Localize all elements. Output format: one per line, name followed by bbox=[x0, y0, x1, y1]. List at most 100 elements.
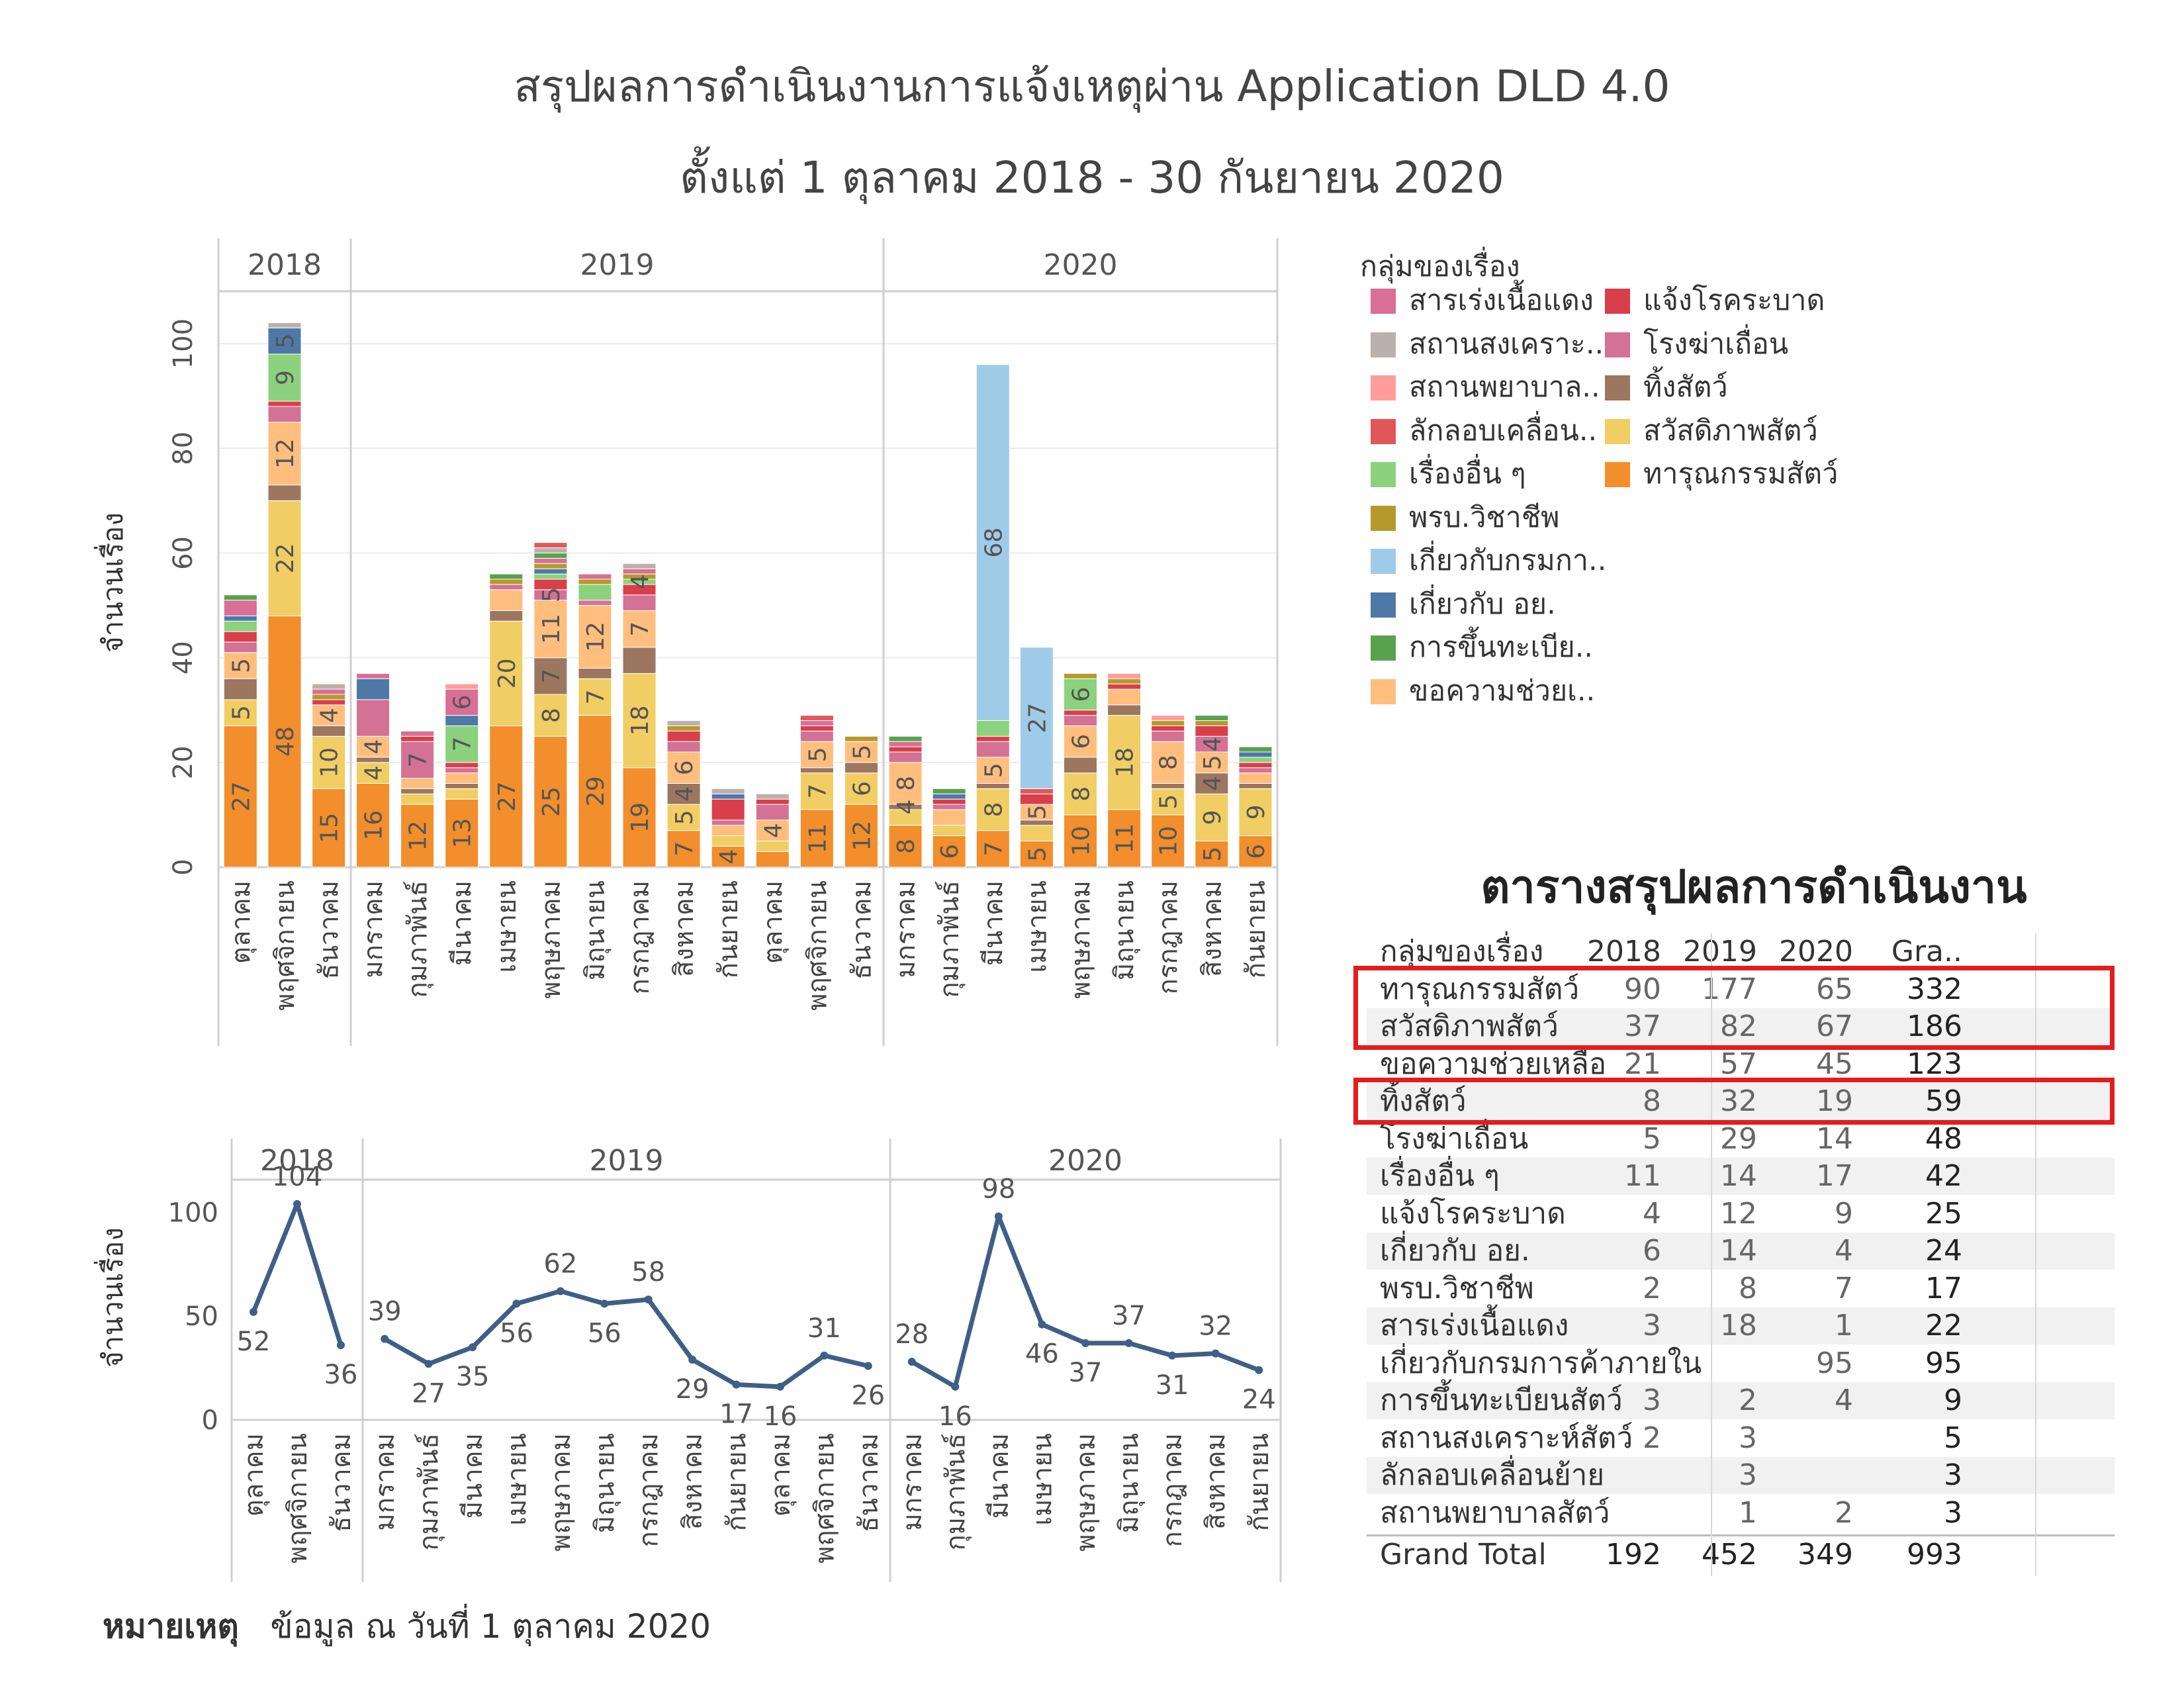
bar-segment bbox=[622, 767, 657, 868]
line-point-label: 31 bbox=[807, 1313, 841, 1344]
table-cell-value: 67 bbox=[1816, 1009, 1853, 1043]
bar-segment bbox=[400, 730, 435, 737]
segment-value-label: 9 bbox=[272, 370, 299, 385]
bar-segment bbox=[223, 600, 257, 616]
bar-segment bbox=[489, 579, 523, 585]
segment-value-label: 4 bbox=[316, 708, 343, 723]
line-point-label: 27 bbox=[412, 1378, 445, 1409]
line-point bbox=[469, 1343, 477, 1352]
table-cell-value: 3 bbox=[1643, 1383, 1661, 1417]
bar-segment bbox=[312, 699, 346, 706]
table-cell-value: 1 bbox=[1835, 1309, 1853, 1342]
segment-value-label: 6 bbox=[449, 694, 477, 710]
segment-value-label: 4 bbox=[1199, 737, 1226, 752]
line-point-label: 52 bbox=[237, 1327, 271, 1357]
segment-value-label: 10 bbox=[1156, 826, 1183, 857]
bar-segment bbox=[976, 720, 1010, 737]
bar-segment bbox=[711, 820, 745, 826]
segment-value-label: 22 bbox=[272, 543, 299, 573]
bar-segment bbox=[799, 767, 834, 774]
line-month-label: กรกฎาคม bbox=[1158, 1433, 1188, 1547]
line-year-header: 2019 bbox=[590, 1144, 664, 1178]
line-y-axis-label: จำนวนเรื่อง bbox=[94, 1227, 129, 1368]
bar-segment bbox=[755, 793, 790, 800]
bar-segment bbox=[1238, 751, 1273, 758]
segment-value-label: 7 bbox=[671, 841, 698, 857]
bar-segment bbox=[223, 678, 257, 700]
bar-segment bbox=[312, 688, 346, 695]
table-cell-group: สารเร่งเนื้อแดง bbox=[1380, 1309, 1569, 1342]
bar-segment bbox=[1151, 782, 1185, 789]
bar-segment bbox=[356, 757, 390, 763]
legend-label: เกี่ยวกับกรมกา.. bbox=[1409, 544, 1607, 577]
legend-label: สวัสดิภาพสัตว์ bbox=[1643, 414, 1818, 447]
table-cell-group: ขอความช่วยเหลือ bbox=[1380, 1047, 1607, 1081]
line-point-label: 16 bbox=[764, 1401, 797, 1432]
line-month-label: กันยายน bbox=[1244, 1433, 1275, 1531]
table-cell-group: สวัสดิภาพสัตว์ bbox=[1380, 1009, 1559, 1043]
bar-segment bbox=[1151, 725, 1185, 731]
bar-segment bbox=[844, 762, 878, 774]
legend-label: การขึ้นทะเบีย.. bbox=[1409, 631, 1594, 664]
line-point-label: 58 bbox=[631, 1257, 665, 1288]
bar-segment bbox=[1195, 840, 1229, 868]
bar-segment bbox=[1238, 835, 1273, 868]
legend-swatch bbox=[1605, 375, 1630, 400]
table-row: เกี่ยวกับ อย. 6 14 4 24 bbox=[1367, 1233, 2115, 1270]
table-cell-value: 349 bbox=[1797, 1538, 1853, 1571]
segment-value-label: 6 bbox=[1068, 734, 1095, 749]
line-month-label: ธันวาคม bbox=[326, 1433, 357, 1532]
segment-value-label: 11 bbox=[538, 614, 565, 644]
segment-value-label: 5 bbox=[1024, 805, 1051, 820]
segment-value-label: 4 bbox=[671, 786, 698, 802]
line-point bbox=[951, 1382, 960, 1391]
bar-segment bbox=[533, 600, 568, 659]
bar-segment bbox=[1238, 746, 1273, 753]
table-cell-value: 95 bbox=[1816, 1346, 1853, 1380]
legend-swatch bbox=[1371, 332, 1396, 357]
bar-segment bbox=[622, 568, 657, 575]
bar-segment bbox=[489, 573, 523, 580]
table-cell-value: 2 bbox=[1835, 1495, 1853, 1530]
bar-segment bbox=[932, 825, 966, 837]
bar-segment bbox=[976, 741, 1010, 758]
month-label: กุมภาพันธ์ bbox=[403, 880, 434, 998]
line-point-label: 28 bbox=[895, 1319, 929, 1350]
bar-segment bbox=[223, 641, 257, 653]
bar-segment bbox=[445, 788, 479, 800]
bar-segment bbox=[888, 741, 923, 747]
table-cell-value: 8 bbox=[1739, 1271, 1757, 1305]
table-row: ทารุณกรรมสัตว์ 90 177 65 332 bbox=[1367, 971, 2115, 1008]
segment-value-label: 6 bbox=[1068, 687, 1095, 702]
bar-segment bbox=[1019, 793, 1054, 805]
segment-value-label: 4 bbox=[627, 575, 654, 590]
table-cell-value: 14 bbox=[1816, 1121, 1853, 1156]
segment-value-label: 11 bbox=[804, 823, 831, 854]
line-point bbox=[337, 1341, 345, 1350]
bar-segment bbox=[976, 364, 1010, 722]
bar-segment bbox=[666, 720, 701, 726]
bar-segment bbox=[932, 798, 966, 805]
table-row: สวัสดิภาพสัตว์ 37 82 67 186 bbox=[1367, 1008, 2115, 1045]
segment-value-label: 7 bbox=[627, 622, 654, 637]
bar-segment bbox=[1151, 720, 1185, 726]
bar-segment bbox=[755, 798, 790, 805]
table-cell-value: 21 bbox=[1624, 1047, 1661, 1081]
bar-segment bbox=[799, 773, 834, 810]
table-cell-value: 95 bbox=[1925, 1346, 1962, 1380]
table-cell-value: Gra.. bbox=[1891, 935, 1962, 968]
line-point-label: 62 bbox=[543, 1249, 577, 1280]
segment-value-label: 5 bbox=[671, 810, 698, 825]
y-tick-label: 0 bbox=[168, 859, 199, 875]
bar-segment bbox=[755, 851, 790, 868]
bar-segment bbox=[1195, 720, 1229, 726]
line-point bbox=[293, 1199, 301, 1208]
segment-value-label: 5 bbox=[804, 747, 831, 763]
table-cell-value: 25 bbox=[1925, 1196, 1962, 1231]
table-cell-value: 1 bbox=[1739, 1495, 1757, 1530]
chart-title: สรุปผลการดำเนินงานการแจ้งเหตุผ่าน Applic… bbox=[514, 61, 1670, 112]
bar-segment bbox=[976, 782, 1010, 789]
bar-segment bbox=[888, 735, 923, 742]
bar-segment bbox=[533, 563, 568, 569]
